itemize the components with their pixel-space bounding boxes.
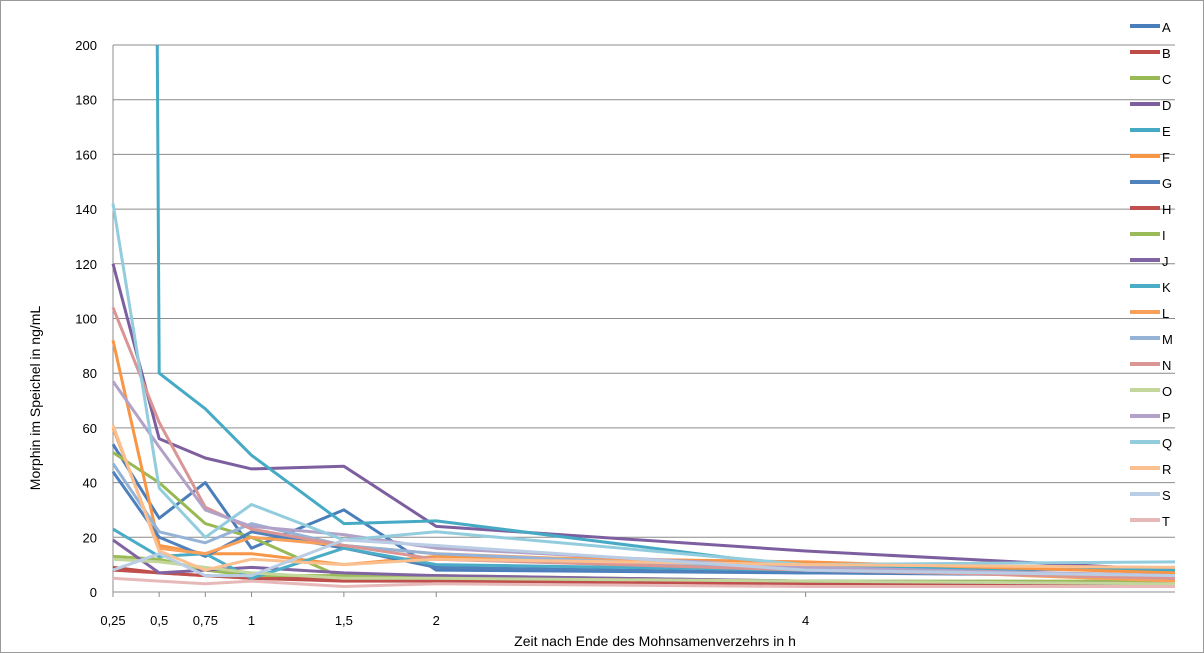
x-tick-label: 0,75	[193, 613, 218, 628]
x-tick-label: 2	[433, 613, 440, 628]
legend-label-k: K	[1162, 280, 1171, 295]
x-tick-label: 4	[802, 613, 809, 628]
series-line-q	[111, 203, 1176, 567]
legend-label-p: P	[1162, 410, 1171, 425]
y-axis: 0 20 40 60 80 100 120 140 160 180 200	[75, 38, 114, 600]
legend-label-e: E	[1162, 124, 1171, 139]
legend-label-l: L	[1162, 306, 1169, 321]
series-layer	[111, 45, 1176, 588]
y-tick-label: 40	[83, 476, 97, 491]
y-tick-label: 120	[75, 257, 97, 272]
series-line-d	[111, 263, 1176, 572]
legend-label-m: M	[1162, 332, 1173, 347]
y-tick-label: 80	[83, 366, 97, 381]
y-tick-label: 200	[75, 38, 97, 53]
legend-label-t: T	[1162, 514, 1170, 529]
legend-label-a: A	[1162, 20, 1171, 35]
legend-label-h: H	[1162, 202, 1171, 217]
y-tick-label: 100	[75, 312, 97, 327]
y-tick-label: 180	[75, 93, 97, 108]
series-line-e	[155, 45, 1176, 572]
legend-label-n: N	[1162, 358, 1171, 373]
legend-label-q: Q	[1162, 436, 1172, 451]
legend-label-o: O	[1162, 384, 1172, 399]
legend-label-j: J	[1162, 254, 1169, 269]
x-tick-label: 1	[248, 613, 255, 628]
series-line-a	[111, 443, 1176, 575]
legend-label-d: D	[1162, 98, 1171, 113]
legend-label-r: R	[1162, 462, 1171, 477]
y-axis-title: Morphin im Speichel in ng/mL	[27, 306, 43, 491]
series-line-n	[111, 307, 1176, 580]
y-tick-label: 140	[75, 202, 97, 217]
legend-label-f: F	[1162, 150, 1170, 165]
series-line-s	[112, 538, 1176, 578]
x-axis-title: Zeit nach Ende des Mohnsamenverzehrs in …	[514, 633, 796, 649]
y-tick-label: 60	[83, 421, 97, 436]
x-tick-label: 0,25	[100, 613, 125, 628]
legend-label-g: G	[1162, 176, 1172, 191]
series-line-r	[111, 424, 1176, 572]
y-tick-label: 0	[90, 585, 97, 600]
y-tick-label: 20	[83, 530, 97, 545]
legend-label-b: B	[1162, 46, 1171, 61]
x-axis: 0,25 0,5 0,75 1 1,5 2 4	[100, 591, 1175, 628]
x-tick-label: 0,5	[150, 613, 168, 628]
legend-label-s: S	[1162, 488, 1171, 503]
y-tick-label: 160	[75, 147, 97, 162]
x-tick-label: 1,5	[335, 613, 353, 628]
legend-label-i: I	[1162, 228, 1166, 243]
series-line-o	[112, 557, 1176, 586]
series-line-t	[112, 576, 1175, 588]
gridlines	[113, 44, 1175, 538]
legend-label-c: C	[1162, 72, 1171, 87]
